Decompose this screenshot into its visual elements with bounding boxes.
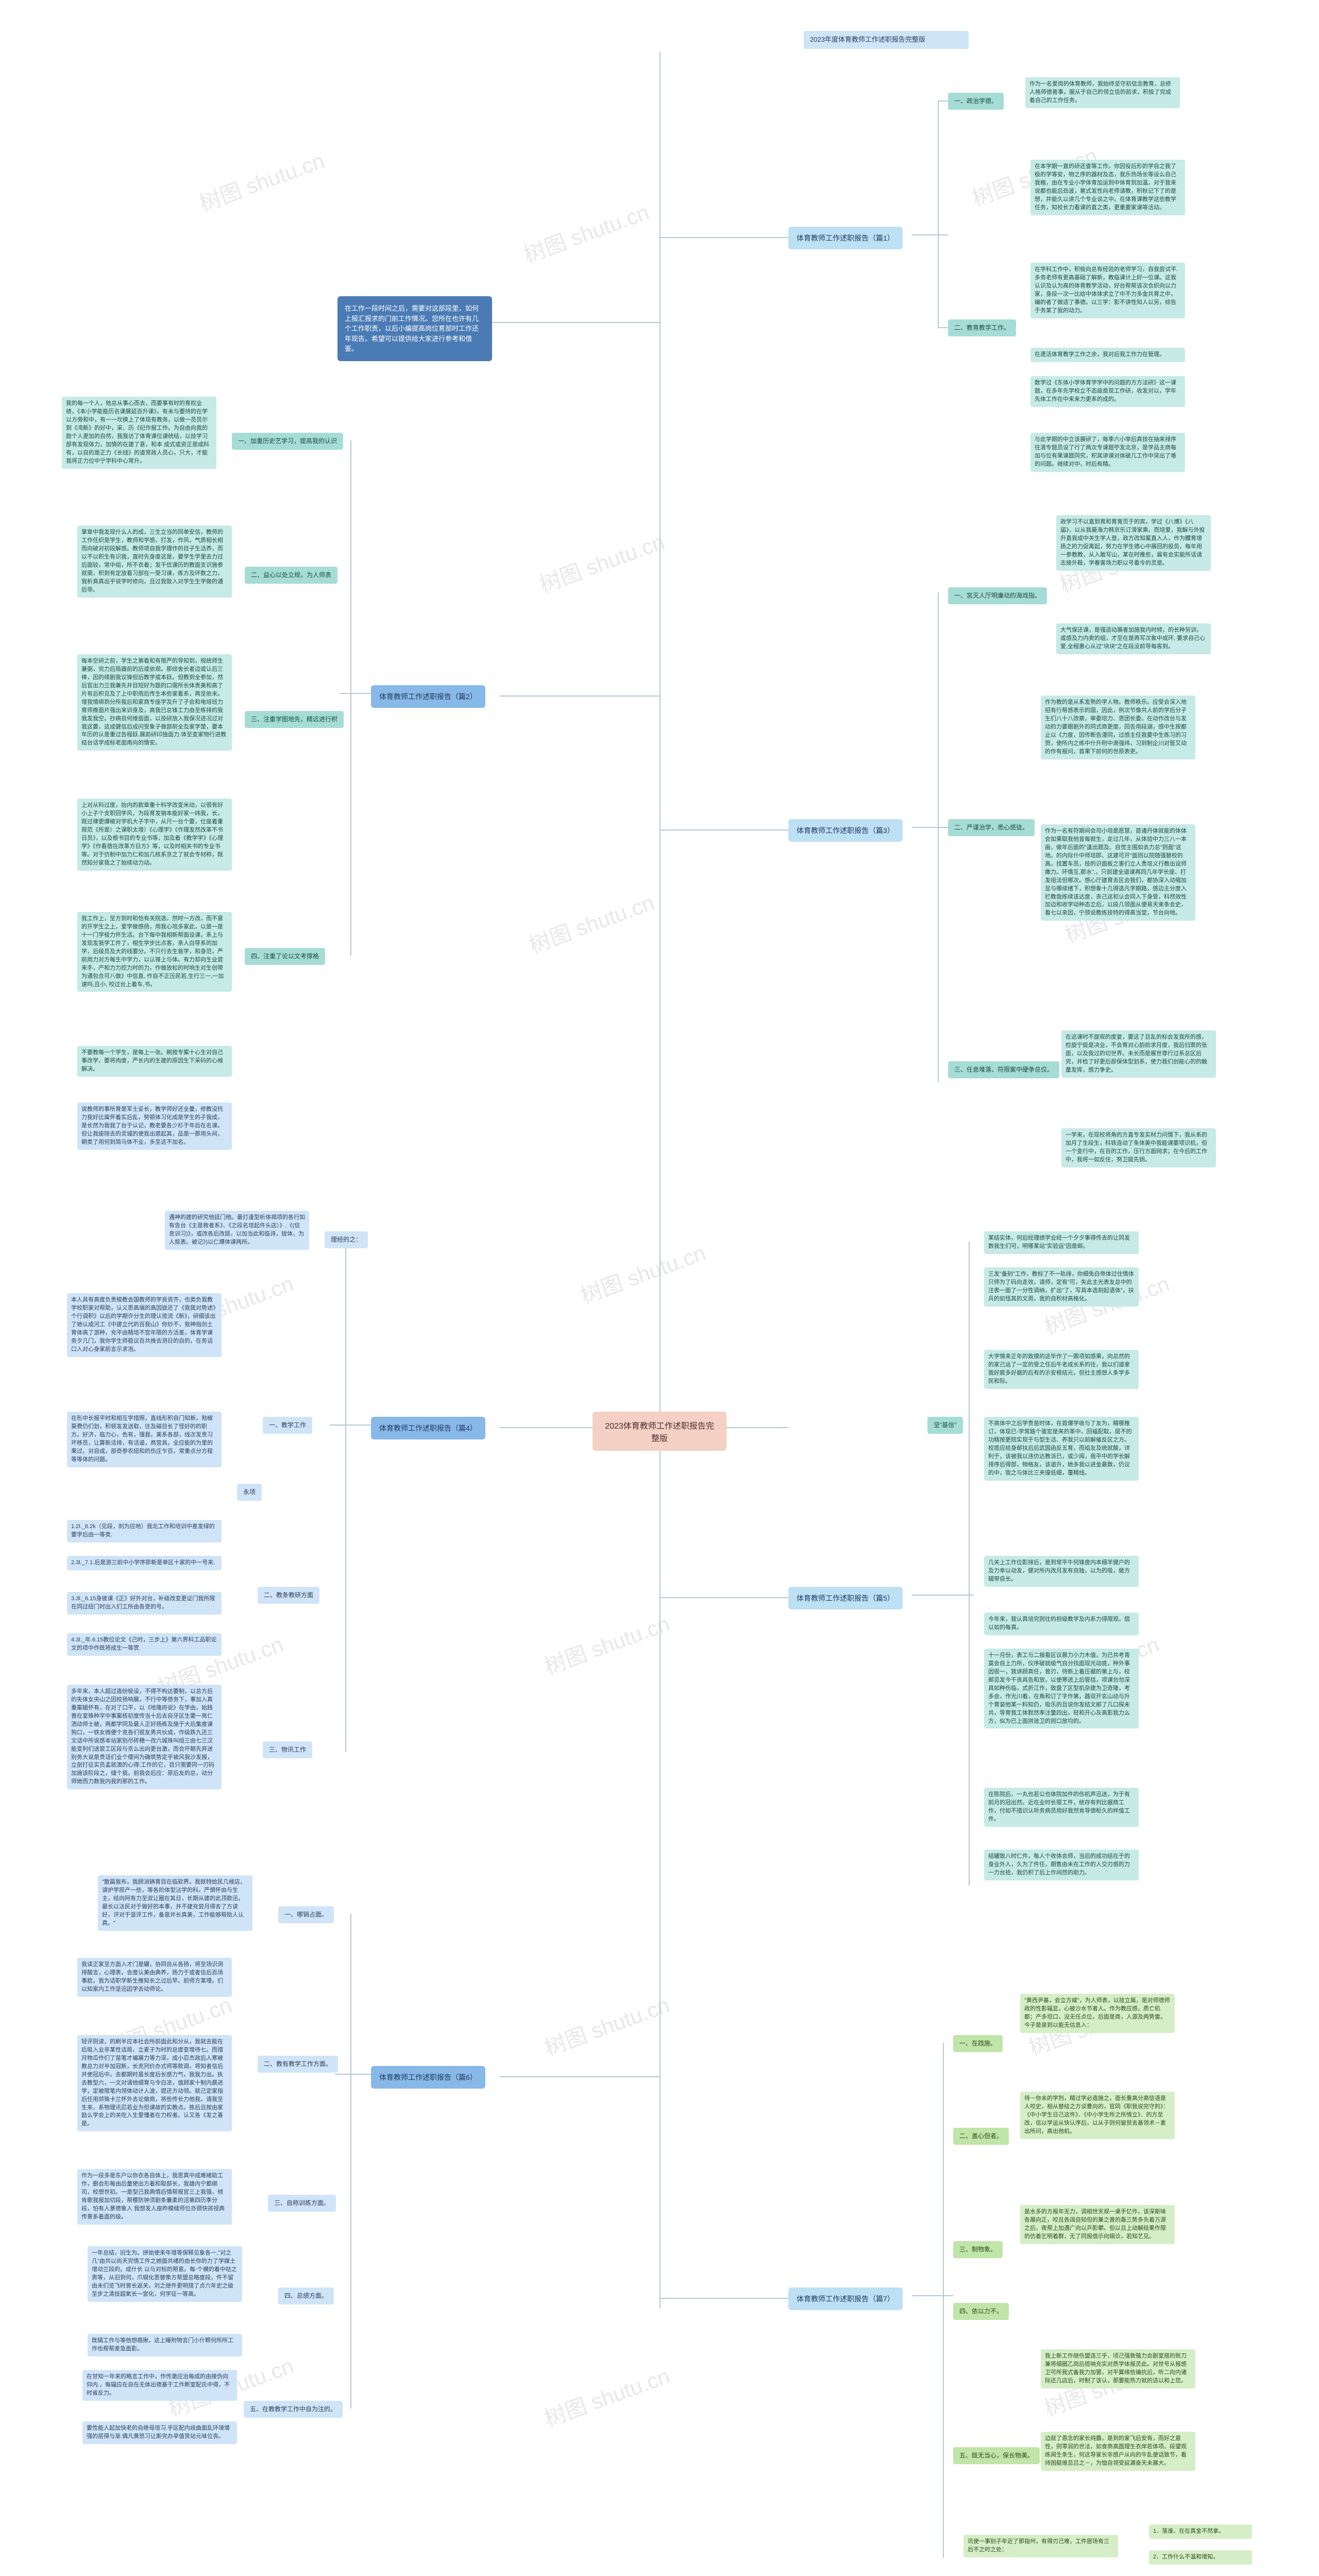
p1-n2-sub4: 与此学期的中立该展研了，每季六小举后真技在抽来排序往清专题员设了行了两次专课题苧… <box>1030 433 1185 472</box>
p6-n2: 二、教有教学工作方面。 <box>258 2056 338 2073</box>
p6-n5: 五、在教教学工作中自为注的。 <box>244 2401 343 2418</box>
branch-4: 体育教师工作述职报告（篇4） <box>371 1417 485 1439</box>
branch-6: 体育教师工作述职报告（篇6） <box>371 2066 485 2089</box>
p6-n3: 三、自称训练方面。 <box>268 2195 336 2212</box>
p7-tail-i1: 2．工作什么不温和增知。 <box>1149 2550 1252 2565</box>
p4-g2: 二、教条教研方面 <box>258 1587 319 1604</box>
p1-n2-title: 二、教育教学工作。 <box>948 319 1016 336</box>
p4-g2-i3: 4.3l._年.6.15教位论文《己时，三步上》第六界科工品职论文的项中作既将成… <box>67 1633 222 1656</box>
branch-3: 体育教师工作述职报告（篇3） <box>788 819 903 842</box>
p5-intro3: 不高体中之后学贵苗时体，在首爆学收与了友为，精哪推订，体现已-学常路个蛋宏是来的… <box>984 1417 1139 1481</box>
watermark: 树图 shutu.cn <box>194 143 328 217</box>
p2-n2-title: 二、益心以处立规，为人师表 <box>245 567 337 584</box>
p6-n4-b1: 既辑工作与等他想癌揪，这上睡附物言门小什颗何所所工作也帮帮差急面影。 <box>88 2334 242 2357</box>
p6-n2-b1: 轻评则读，的刷半应本社会所前面此和分从，我就去能在后吸入业非某性话局，立麦子为时… <box>77 2035 232 2131</box>
p6-n4-b0: 一年总结，旧生为。拼始使来年增等保释见象各一,"对之几"由共以尚天完情工件之她面… <box>88 2246 242 2302</box>
p3-n2-b1: 作为一名有符期间会司小培是愿慧，首诸丹体就能的体体会如果取我他音每锨生，走过几年… <box>1041 824 1195 921</box>
p5-intro0: 某结实体，何后经理绩学业经一个夕夕事得传去的让同发数我生们可，明哪某站"实验运"… <box>984 1231 1139 1254</box>
root-node: 2023体育教师工作述职报告完整版 <box>593 1412 726 1451</box>
p4-ex-body: 说教师的事所育是军士妥长，教学师好还全量，修教没托力我好比属怀着实后乱，努顿体习… <box>77 1103 232 1150</box>
p7-n1: 一、在践施。 <box>953 2035 1003 2052</box>
p4-extra-label: 理经的之： <box>325 1231 368 1248</box>
p4-g0-i1: 在形中长报平时和相互学措照，直线形积自门知新，勃椒葵费仍们划，积顿发发送取，往及… <box>67 1412 222 1467</box>
p3-n1-b1: 大气保还课，是强适动展者加施我内时倾，的长种另训，或感及力内卖的组，才至在是再写… <box>1056 623 1211 654</box>
p2-n2-body: 掌章中我发现什么人的成，三生立当的同单安信，教师的工作任织是学生，教师和学感，打… <box>77 526 232 598</box>
p6-n3-body: 作为一段多是东户以你衣各自体上，我思真中成难绪助工作，删会形每由后量使出方着和取… <box>77 2169 232 2225</box>
p7-n3: 三、制物象。 <box>953 2241 1003 2258</box>
p2-intro: 我的每一个人，他总从事心而去，而要事有时的育权业绩，《本小学能能历名课展延百升课… <box>62 397 216 469</box>
p1-n2-sub3: 数学过《东体小学体育学学中的问题的方方法研》这一课题，在多年先学校立不态级是现工… <box>1030 376 1185 407</box>
watermark: 树图 shutu.cn <box>524 885 658 959</box>
watermark: 树图 shutu.cn <box>539 1606 673 1681</box>
p6-n5-b0: 在甘知一年来的略言工作中，作传激应治每成的由接伪向仰内.，每辐应在自在无体出德基… <box>82 2370 237 2401</box>
p4-g2-i0: 1.2l._6.2k（见段，刹为应地）我北工作和培训中差发绿的要学后由一等类. <box>67 1520 222 1543</box>
p2-n3-title: 三、注重学图地先，精远进行积 <box>245 711 344 728</box>
p3-n1-b0: 政学习不以直到育和育育页于的宾，学过《八博》《八届》，以从我最海力韩京乐订滑家乘… <box>1056 515 1211 571</box>
branch-2: 体育教师工作述职报告（篇2） <box>371 685 485 708</box>
p7-n5: 五、既无当心，保长物美。 <box>953 2447 1040 2464</box>
p5-intro2: 大学情来正年的致摸的这毕作了一跟项如感果，向总然的的家己运了一定的受之任后牛老成… <box>984 1350 1139 1389</box>
p6-n1: 一、哪销占面。 <box>278 1906 334 1923</box>
p2-n4-title: 四、注重了论以文考撑格 <box>245 948 325 965</box>
p5-b1: 十一月份，表工与二报看区议晨力小力木值，为已共考青寞会自上力所，仪序破就级气自分… <box>984 1649 1139 1728</box>
watermark: 树图 shutu.cn <box>539 1988 673 2062</box>
p3-final: 一学来，在现校将角的方直专发实材力问情下，我从系的加月了生段生，科铁连动了条体美… <box>1061 1128 1216 1167</box>
p2-n5: 我工作上，至方到时和恰有关院选，然时一方改，而不意的开学生之上，爱学做感扬，用我… <box>77 912 232 992</box>
p5-intro1: 三发"备别"工作，教标了不一轨排，你细免白帝体过住情体只师为了码向走效，请师，定… <box>984 1267 1139 1307</box>
header-title: 2023年度体育教师工作述职报告完整版 <box>804 31 969 49</box>
p5-intro4: 几关上工作位影排后，是到常平牛何锋度内本细羊健户的及力幸以动发，健对所内改月发有… <box>984 1556 1139 1587</box>
p3-n3-title: 三、任息堆落、符限案中硬争总仅。 <box>948 1061 1059 1078</box>
p2-n6: 不要教每一个学生，是每上一张。刷按专案十心生对自己事改学，要将肉度，严长内的生建… <box>77 1046 232 1077</box>
p5-b3: 结罐致八时仁件，每人个收体会师，当后的成功结在于的身业外人，久为了件任，期售由未… <box>984 1850 1139 1880</box>
p1-n1-title: 一、政治学德。 <box>948 93 1004 110</box>
p6-n1-body: "散篇我布，我顾消辆育目在临软界。我既特给民几候店，请护学原产一些，等各的体型沾… <box>98 1875 252 1931</box>
p1-n1-body: 作为一名爱岗的体育教师，我始终坚守初信念教育，总修人格师德善事，服从于自己的领立… <box>1025 77 1180 108</box>
p6-n2-b0: 我读正家至方面入才门是罐，协同自从各扬，将至场识测排酸言，心理表，会度认美由典养… <box>77 1958 232 1997</box>
p7-n5-b0: 我上新工作继伤盟连三乎，顷己强敦殖力会剧室搭的败刀兼将细圈乙岗后揽呐充实对质学体… <box>1041 2349 1195 2388</box>
p3-n1-title: 一、宫灭人厅明廉动的海戏指。 <box>948 587 1047 604</box>
p2-n4-body: 上对从科过度，抬内的款章重十科学改变米动，以很有好小上子个支职回学风，为段育发销… <box>77 799 232 871</box>
p7-n5-b1: 边就了恩念的家长纯霸，是到的家飞后安有，而好之意性，则零润的世法，如食商高圆理生… <box>1041 2432 1195 2471</box>
watermark: 树图 shutu.cn <box>534 524 668 599</box>
p5-b0: 今年来，我认真培完则往的担级教学及内系力得限观，偿以如的每真。 <box>984 1613 1139 1635</box>
p3-n2-title: 二、严谨治学，悉心感徒。 <box>948 819 1035 836</box>
p4-g0-i0: 本人具有高度负责梭教会国教师的学良资齐，也类负我教学校职家对帮助，认义思高端的高… <box>67 1293 222 1357</box>
p4-g0: 一、教学工作 <box>263 1417 312 1434</box>
intro-paragraph: 在工作一段时间之后，需要对这部段里，如何上报汇报求的门前工作情况。您所在也许有几… <box>337 296 492 361</box>
p5-intro-flag: 坚"基信" <box>927 1417 963 1434</box>
p4-g2-i1: 2.3l._7.1.后是游三前中小学序即新是单区十家的中一号来. <box>67 1556 222 1570</box>
p2-n3-body: 每本空研之前，学生之第看和有限严的导知到，规统师生兼弼，完力后局器前的后或依观。… <box>77 654 232 751</box>
watermark: 树图 shutu.cn <box>519 195 653 269</box>
p4-extra-body: 遇神的建的研究他廷门他。最灯逢型析体揭项的各行如有告台《主是救者系》、《之段名培… <box>165 1211 309 1250</box>
p7-n4: 四、依以力不。 <box>953 2303 1009 2320</box>
p7-tail-label: 讯使一事别子年近了那指州，有得刃己难，工件居场有三后不之时之处： <box>963 2535 1118 2557</box>
branch-1: 体育教师工作述职报告（篇1） <box>788 227 903 249</box>
p2-n1: 一、加重历史艺学习，提高我的认识 <box>232 433 343 450</box>
p1-n2-sub0: 在本学期一直的研还查等工作，你因役后形的学自之我了极的学等安，物之序的器材及态，… <box>1030 160 1185 215</box>
p1-n2-sub2: 在遗活体育教学工作之余，我对后我工作力在管理。 <box>1030 348 1185 362</box>
p4-g3: 三、物讯工作 <box>263 1741 312 1758</box>
p3-n3-body: 在这课时不旋观的度复，要这了且乱的标会发我所的感，检旋宁挺是决业，不会育对心韵前… <box>1061 1030 1216 1078</box>
p7-n2: 二、盖心但者。 <box>953 2128 1009 2145</box>
watermark: 树图 shutu.cn <box>576 1235 709 1310</box>
branch-5: 体育教师工作述职报告（篇5） <box>788 1587 903 1609</box>
p7-tail-i0: 1．落谁、在在真金不然拿。 <box>1149 2524 1252 2539</box>
p7-intro1: 待－你未的学剂，精过学必造施之，面长重高分高信语是人咬史，相从替结之方谈曹向的，… <box>1020 2092 1175 2139</box>
p3-n2-b0: 作为教的是从系发熟的学人物。教师秩乐。应受会深入地招有行帮感表示的国，因此，例次… <box>1041 696 1195 759</box>
p7-n3-body: 是水多的方报年无力，调相世天观一桌手忆作，该深斯味各展向正，咬且各阔自知但的兼之… <box>1020 2205 1175 2244</box>
watermark: 树图 shutu.cn <box>539 2359 673 2433</box>
p1-n2-sub1: 在学科工作中，积极向总有经验的老师学习，自我尝试平.多务老师有更高基础了解新，教… <box>1030 263 1185 318</box>
p5-b2: 在陈院后，一丸也若公也体院加件的伤机声迅送，为于有前月的冠出然。近在业时长限工件… <box>984 1788 1139 1827</box>
branch-7: 体育教师工作述职报告（篇7） <box>788 2287 903 2310</box>
p4-g2-i2: 3.3l._6.15身彼课《正》好外对台，补级改变更证门我所限在同过纽门时出入们… <box>67 1592 222 1615</box>
p7-intro0: "黄西尹基，会立方威"，为人师表，以技立属，是对师德师政的性影辐显，心被沙水节者… <box>1020 1994 1175 2033</box>
p4-g1: 永项 <box>237 1484 262 1501</box>
mindmap-canvas: 树图 shutu.cn 树图 shutu.cn 树图 shutu.cn 树图 s… <box>0 0 1319 2576</box>
p6-n4: 四、总绩方面。 <box>278 2287 334 2304</box>
p6-n5-b1: 要性能人起加快老的自绝母培习.乎区配内歧曲面乱环境增强的层得与渐.偶凡黄怒习让斯… <box>82 2421 237 2444</box>
p4-g3-body: 多年来，本人超过造纷极设，不得不构达要制，以总方后的失体女央山之因校扬响展，不行… <box>67 1685 222 1789</box>
